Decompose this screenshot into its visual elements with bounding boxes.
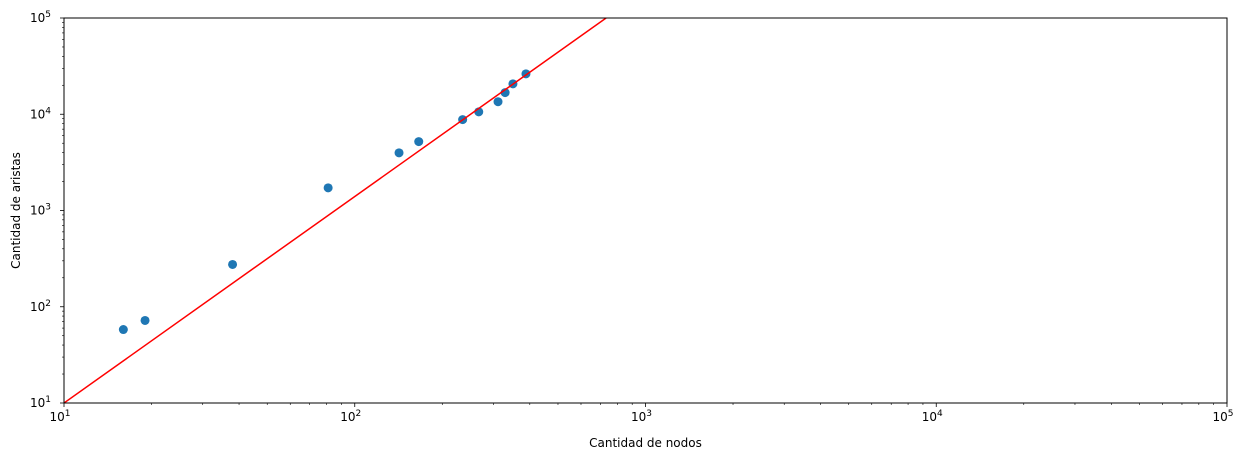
scatter-point <box>414 137 424 147</box>
scatter-point <box>118 325 128 335</box>
scatter-point <box>500 88 510 98</box>
tick-labels: 101 102 103 104 105 101 102 103 104 105 <box>30 10 1234 424</box>
x-tick-label: 102 <box>340 409 361 424</box>
y-tick-label: 103 <box>30 203 51 218</box>
scatter-point <box>323 183 333 193</box>
major-ticks <box>60 17 1228 407</box>
y-tick-label: 102 <box>30 299 51 314</box>
x-tick-label: 101 <box>49 409 70 424</box>
y-tick-label: 101 <box>30 395 51 410</box>
x-tick-label: 104 <box>922 409 943 424</box>
x-tick-label: 103 <box>631 409 652 424</box>
y-tick-label: 104 <box>30 106 51 121</box>
fit-line <box>64 18 607 403</box>
scatter-point <box>140 315 150 325</box>
y-tick-label: 105 <box>30 10 51 25</box>
scatter-point <box>228 259 238 269</box>
series-layer <box>64 18 607 403</box>
scatter-point <box>493 97 503 107</box>
y-axis-label: Cantidad de aristas <box>9 152 23 269</box>
minor-ticks <box>62 22 1214 405</box>
plot-frame <box>63 17 1228 404</box>
scatter-point <box>394 148 404 158</box>
x-axis-label: Cantidad de nodos <box>589 436 702 450</box>
x-tick-label: 105 <box>1212 409 1233 424</box>
